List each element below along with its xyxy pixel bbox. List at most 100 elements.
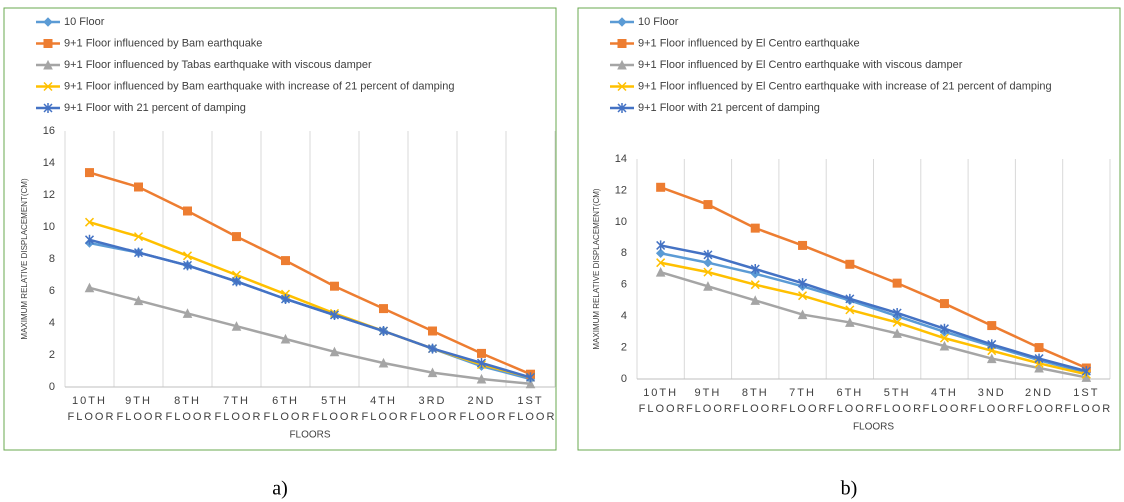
marker: [750, 264, 760, 274]
x-axis-title: FLOORS: [289, 430, 330, 441]
marker: [330, 281, 339, 291]
marker: [133, 232, 144, 242]
series-line: [660, 244, 1087, 373]
marker: [329, 310, 340, 320]
marker: [182, 260, 193, 271]
series-line: [89, 171, 531, 376]
marker: [476, 358, 487, 368]
y-tick-label: 8: [621, 247, 627, 259]
marker: [798, 278, 808, 289]
marker: [1034, 353, 1044, 364]
series-line: [660, 252, 1087, 374]
marker: [231, 276, 242, 287]
x-axis-title: FLOORS: [853, 422, 894, 433]
x-tick-label: 1ST FLOOR: [1064, 387, 1113, 415]
y-tick-label: 2: [621, 341, 627, 353]
marker: [845, 259, 855, 269]
series-line: [89, 286, 531, 386]
marker: [703, 281, 713, 291]
x-tick-label: 4TH FLOOR: [361, 395, 410, 423]
marker: [476, 373, 487, 384]
y-axis-title: MAXIMUM RELATIVE DISPLACEMENT(CM): [20, 178, 29, 340]
marker: [379, 304, 388, 314]
marker: [183, 206, 192, 216]
marker: [655, 248, 666, 258]
marker: [525, 378, 536, 389]
marker: [845, 305, 855, 315]
series-line: [89, 238, 531, 379]
legend-label: 9+1 Floor influenced by Bam earthquake: [64, 37, 262, 49]
marker: [231, 270, 242, 280]
y-tick-label: 6: [49, 285, 55, 297]
y-tick-label: 0: [621, 373, 627, 385]
legend-label: 9+1 Floor influenced by El Centro earthq…: [638, 59, 963, 71]
marker: [656, 258, 666, 268]
legend-label: 9+1 Floor influenced by Bam earthquake w…: [64, 80, 454, 92]
marker: [1034, 362, 1044, 373]
marker: [477, 348, 486, 358]
legend-label: 9+1 Floor with 21 percent of damping: [638, 102, 820, 114]
y-tick-label: 12: [615, 184, 627, 196]
legend-label: 10 Floor: [64, 16, 105, 28]
series-line: [660, 270, 1087, 379]
series-line: [660, 186, 1087, 370]
marker: [427, 367, 438, 378]
x-tick-label: 8TH FLOOR: [733, 387, 782, 415]
marker: [703, 249, 713, 260]
marker: [84, 217, 95, 227]
x-tick-label: 6TH FLOOR: [263, 395, 312, 423]
marker: [986, 353, 997, 364]
x-tick-label: 8TH FLOOR: [165, 395, 214, 423]
legend-label: 9+1 Floor influenced by Tabas earthquake…: [64, 59, 372, 71]
x-tick-label: 6TH FLOOR: [827, 387, 876, 415]
marker: [182, 251, 193, 261]
y-tick-label: 8: [49, 253, 55, 265]
marker: [798, 291, 808, 301]
legend-label: 10 Floor: [638, 16, 679, 28]
marker: [133, 295, 144, 306]
marker: [85, 168, 94, 178]
marker: [329, 346, 340, 357]
x-tick-label: 1ST FLOOR: [508, 395, 557, 423]
caption: b): [841, 478, 858, 500]
marker: [939, 323, 949, 334]
y-tick-label: 10: [615, 216, 627, 228]
marker: [797, 309, 808, 320]
marker: [987, 321, 997, 331]
x-tick-label: 2ND FLOOR: [1017, 387, 1065, 415]
legend-marker: [43, 103, 53, 113]
marker: [892, 278, 902, 288]
legend-marker: [43, 39, 53, 48]
marker: [427, 343, 438, 354]
x-tick-label: 10TH FLOOR: [638, 387, 687, 415]
legend-label: 9+1 Floor with 21 percent of damping: [64, 102, 246, 114]
x-tick-label: 7TH FLOOR: [780, 387, 829, 415]
marker: [750, 295, 761, 305]
x-tick-label: 10TH FLOOR: [67, 395, 116, 423]
x-tick-label: 5TH FLOOR: [312, 395, 361, 423]
y-tick-label: 4: [49, 317, 55, 329]
marker: [892, 308, 902, 318]
legend-marker: [617, 17, 627, 27]
x-tick-label: 5TH FLOOR: [875, 387, 924, 415]
legend-label: 9+1 Floor influenced by El Centro earthq…: [638, 80, 1052, 92]
legend-marker: [43, 17, 53, 27]
marker: [845, 317, 855, 327]
y-tick-label: 14: [43, 157, 55, 169]
x-tick-label: 4TH FLOOR: [922, 387, 971, 415]
x-tick-label: 3ND FLOOR: [969, 387, 1018, 415]
y-tick-label: 4: [621, 310, 627, 322]
caption: a): [272, 478, 288, 500]
marker: [378, 357, 389, 368]
marker: [1081, 372, 1092, 382]
x-tick-label: 2ND FLOOR: [459, 395, 508, 423]
marker: [892, 328, 902, 338]
panel-border: [577, 7, 1121, 451]
series-line: [660, 261, 1087, 376]
marker: [1081, 366, 1091, 377]
marker: [280, 294, 291, 304]
y-tick-label: 10: [43, 221, 55, 233]
legend-label: 9+1 Floor influenced by El Centro earthq…: [638, 37, 860, 49]
